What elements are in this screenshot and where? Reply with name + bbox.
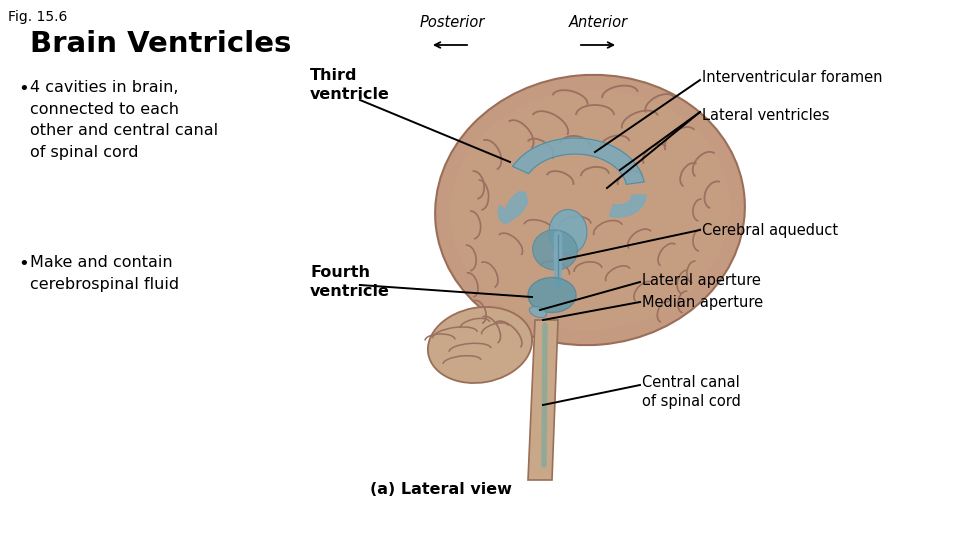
Ellipse shape [528,278,576,313]
Text: Median aperture: Median aperture [642,295,763,310]
Ellipse shape [533,230,577,270]
Text: Lateral aperture: Lateral aperture [642,273,761,287]
Text: Central canal
of spinal cord: Central canal of spinal cord [642,375,741,409]
Ellipse shape [428,307,532,383]
Ellipse shape [435,75,745,345]
Text: Lateral ventricles: Lateral ventricles [702,107,829,123]
Text: Posterior: Posterior [420,15,485,30]
Text: Cerebral aqueduct: Cerebral aqueduct [702,222,838,238]
Text: Fig. 15.6: Fig. 15.6 [8,10,67,24]
Polygon shape [528,320,558,480]
Polygon shape [554,240,562,270]
Text: Fourth
ventricle: Fourth ventricle [310,265,390,299]
Text: Interventricular foramen: Interventricular foramen [702,70,882,84]
Polygon shape [498,192,528,224]
Text: (a) Lateral view: (a) Lateral view [370,483,512,497]
Ellipse shape [549,210,587,254]
Text: •: • [18,255,29,273]
Text: Third
ventricle: Third ventricle [310,68,390,102]
Text: Make and contain
cerebrospinal fluid: Make and contain cerebrospinal fluid [30,255,180,292]
Text: •: • [18,80,29,98]
Text: Brain Ventricles: Brain Ventricles [30,30,292,58]
Polygon shape [513,138,644,184]
Text: Anterior: Anterior [568,15,628,30]
Ellipse shape [529,306,546,318]
Text: 4 cavities in brain,
connected to each
other and central canal
of spinal cord: 4 cavities in brain, connected to each o… [30,80,218,160]
Polygon shape [610,195,646,217]
Ellipse shape [450,90,730,330]
